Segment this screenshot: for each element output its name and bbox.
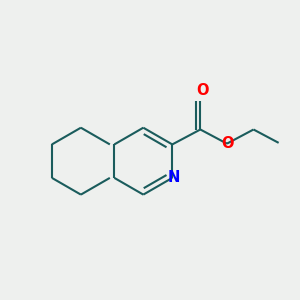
Text: N: N xyxy=(167,170,180,185)
Text: O: O xyxy=(196,83,209,98)
Text: O: O xyxy=(222,136,234,151)
